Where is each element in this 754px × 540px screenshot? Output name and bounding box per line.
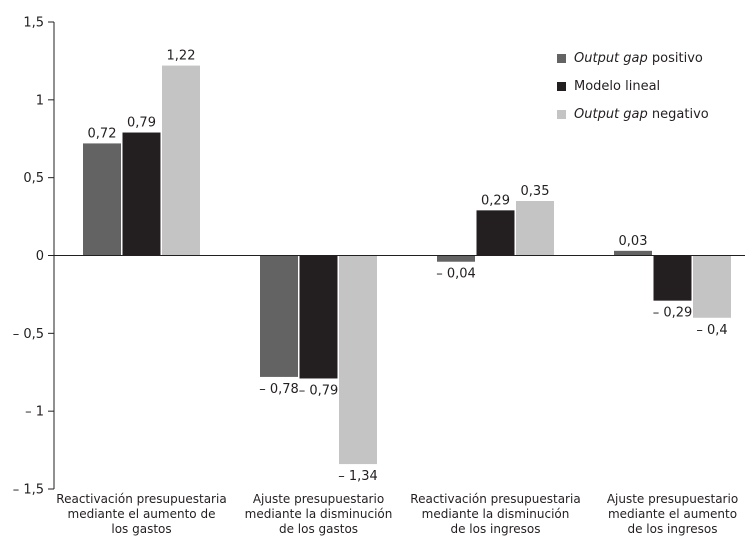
y-tick-label: 0 — [36, 249, 44, 264]
y-tick-label: 1,5 — [23, 16, 44, 31]
legend-swatch — [557, 54, 566, 63]
bar — [339, 255, 377, 465]
legend-label: Output gap positivo — [574, 51, 703, 66]
data-label: – 0,79 — [299, 383, 339, 398]
bar — [693, 255, 731, 318]
category-label: mediante el aumento — [608, 507, 737, 521]
legend-label: Modelo lineal — [574, 79, 660, 94]
y-axis: 1,5 1 0,5 0 – 0,5 – 1 – 1,5 — [13, 16, 55, 498]
bar — [260, 255, 298, 377]
y-tick-label: – 0,5 — [13, 327, 44, 342]
data-label: – 0,78 — [259, 382, 299, 397]
bars — [83, 65, 731, 465]
category-label: mediante la disminución — [245, 507, 393, 521]
bar — [437, 255, 475, 262]
legend: Output gap positivo Modelo lineal Output g… — [557, 51, 709, 122]
y-tick-label: – 1 — [25, 405, 44, 420]
category-label: mediante el aumento de — [68, 507, 216, 521]
y-tick-label: 0,5 — [23, 171, 44, 186]
bar — [653, 255, 692, 301]
category-label: Reactivación presupuestaria — [56, 492, 226, 506]
data-label: 1,22 — [167, 49, 196, 64]
legend-swatch — [557, 110, 566, 119]
bar — [476, 210, 515, 256]
bar — [614, 250, 652, 256]
bar — [122, 132, 161, 256]
bar — [299, 255, 338, 379]
bar — [83, 143, 121, 256]
data-label: 0,79 — [127, 116, 156, 131]
bar — [162, 65, 200, 256]
category-label: de los ingresos — [450, 522, 540, 536]
y-tick-label: – 1,5 — [13, 483, 44, 498]
category-label: Ajuste presupuestario — [253, 492, 384, 506]
bar — [516, 201, 554, 256]
legend-label: Output gap negativo — [574, 107, 709, 122]
data-label: 0,35 — [521, 184, 550, 199]
data-label: 0,29 — [481, 193, 510, 208]
category-label: los gastos — [111, 522, 171, 536]
data-label: – 0,4 — [696, 323, 727, 338]
legend-swatch — [557, 82, 566, 91]
data-labels: 0,72 0,79 1,22 – 0,78– 0,79 – 1,34 – 0,04 0,29… — [88, 49, 728, 485]
category-label: de los gastos — [279, 522, 358, 536]
category-label: Reactivación presupuestaria — [410, 492, 580, 506]
category-label: Ajuste presupuestario — [607, 492, 738, 506]
y-tick-label: 1 — [36, 93, 44, 108]
data-label: – 0,29 — [653, 306, 693, 321]
data-label: – 0,04 — [436, 267, 476, 282]
data-label: – 1,34 — [338, 469, 378, 484]
category-label: mediante la disminución — [422, 507, 570, 521]
data-label: 0,72 — [88, 126, 117, 141]
category-label: de los ingresos — [627, 522, 717, 536]
data-label: 0,03 — [619, 234, 648, 249]
